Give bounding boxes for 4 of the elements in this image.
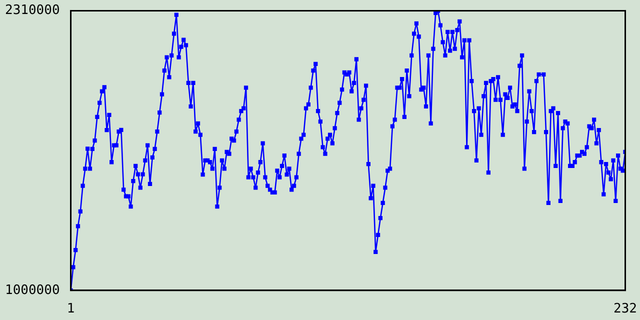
x-tick-label: 232 (614, 302, 637, 317)
x-tick-label: 1 (66, 302, 75, 317)
y-tick-label: 1000000 (4, 282, 60, 298)
y-tick-label: 2310000 (4, 3, 60, 18)
